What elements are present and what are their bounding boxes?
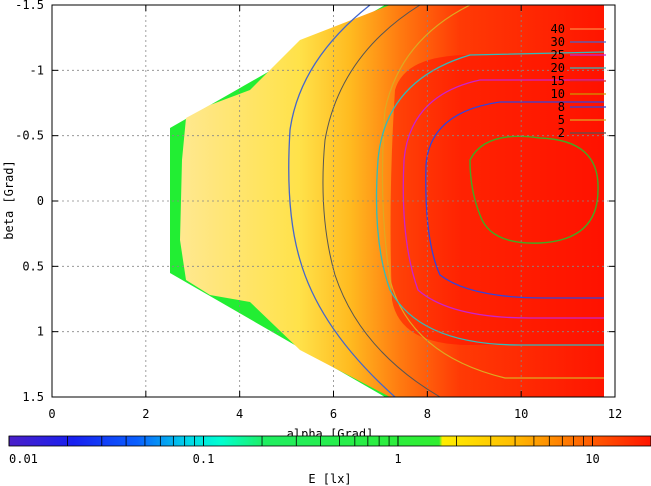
contour-40 [469, 135, 599, 244]
contour-5 [322, 5, 441, 397]
colorbar [9, 436, 651, 446]
x-tick-label: 10 [514, 407, 528, 421]
legend-label: 5 [558, 113, 565, 127]
contour-10 [375, 51, 605, 346]
legend-label: 2 [558, 126, 565, 140]
y-tick-label: 0 [37, 194, 44, 208]
x-axis-ticks: 0 2 4 6 8 10 12 [48, 5, 622, 421]
contour-15 [402, 79, 604, 319]
legend-label: 30 [551, 35, 565, 49]
y-tick-label: 0.5 [22, 259, 44, 273]
legend-label: 25 [551, 48, 565, 62]
legend-label: 20 [551, 61, 565, 75]
x-tick-label: 0 [48, 407, 55, 421]
y-tick-label: 1 [37, 325, 44, 339]
x-tick-label: 12 [608, 407, 622, 421]
colorbar-ticks: 0.01 0.1 1 10 [8, 436, 651, 466]
legend-label: 10 [551, 87, 565, 101]
legend-label: 15 [551, 74, 565, 88]
y-axis-label: beta [Grad] [2, 160, 16, 239]
contour-20 [425, 101, 604, 299]
y-tick-label: -0.5 [15, 129, 44, 143]
legend-label: 40 [551, 22, 565, 36]
contour-2 [288, 5, 396, 397]
x-tick-label: 2 [142, 407, 149, 421]
x-tick-label: 4 [236, 407, 243, 421]
colorbar-label: E [lx] [308, 472, 351, 486]
y-tick-label: 1.5 [22, 390, 44, 404]
colorbar-tick-label: 0.01 [9, 452, 38, 466]
y-tick-label: -1 [30, 63, 44, 77]
contour-8 [381, 5, 604, 379]
colorbar-tick-label: 1 [394, 452, 401, 466]
grid [52, 5, 615, 397]
colorbar-tick-label: 10 [585, 452, 599, 466]
legend-label: 8 [558, 100, 565, 114]
region-red-core [390, 55, 604, 345]
x-tick-label: 6 [330, 407, 337, 421]
colorbar-tick-label: 0.1 [193, 452, 215, 466]
y-axis-ticks: -1.5 -1 -0.5 0 0.5 1 1.5 [15, 0, 615, 404]
y-tick-label: -1.5 [15, 0, 44, 12]
x-tick-label: 8 [424, 407, 431, 421]
